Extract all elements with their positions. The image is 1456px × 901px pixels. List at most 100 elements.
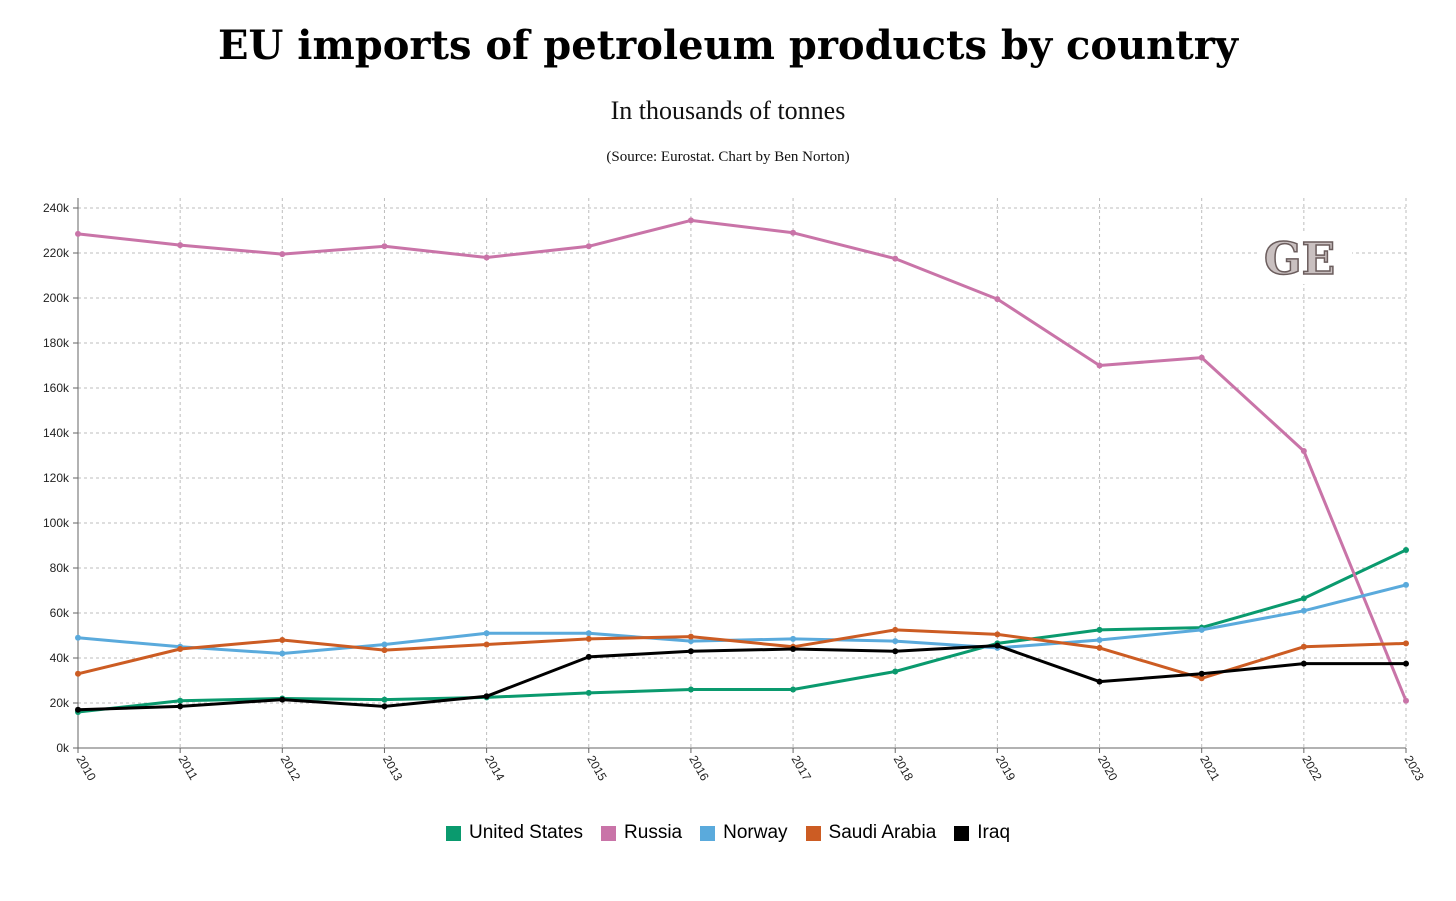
data-point-saudi-arabia bbox=[279, 637, 286, 643]
x-tick-label: 2013 bbox=[380, 753, 406, 783]
data-point-united-states bbox=[1403, 547, 1409, 553]
y-tick-label: 40k bbox=[50, 651, 70, 665]
data-point-norway bbox=[483, 630, 490, 637]
logo-letters: GE bbox=[1264, 234, 1335, 285]
series-line-russia bbox=[77, 218, 1408, 702]
x-tick-label: 2014 bbox=[482, 753, 508, 783]
data-point-russia bbox=[1403, 697, 1409, 704]
series-norway bbox=[75, 581, 1409, 657]
data-point-russia bbox=[483, 254, 490, 261]
y-axis-tick-labels: 0k 20k 40k 60k 80k 100k 120k 140k 160k 180k 200k 22… bbox=[43, 201, 70, 755]
legend-swatch-saudi-arabia bbox=[805, 825, 821, 841]
data-point-saudi-arabia bbox=[1198, 675, 1205, 682]
chart-source-note: (Source: Eurostat. Chart by Ben Norton) bbox=[606, 149, 850, 165]
data-point-norway bbox=[892, 638, 899, 645]
x-tick-label: 2023 bbox=[1401, 753, 1427, 783]
series-russia bbox=[75, 217, 1409, 704]
chart-legend: United States Russia Norway Saudi Arabia Ira… bbox=[0, 822, 1456, 844]
legend-label-norway: Norway bbox=[723, 822, 788, 843]
data-point-united-states bbox=[381, 696, 388, 703]
y-tick-label: 0k bbox=[56, 741, 70, 755]
data-point-norway bbox=[381, 641, 388, 648]
legend-label-iraq: Iraq bbox=[977, 822, 1011, 843]
legend-item-russia[interactable]: Russia bbox=[601, 822, 682, 844]
data-point-norway bbox=[75, 634, 81, 641]
series-line-saudi-arabia bbox=[77, 628, 1407, 680]
data-point-iraq bbox=[483, 693, 490, 700]
series-line-iraq bbox=[77, 644, 1406, 712]
data-point-united-states bbox=[687, 686, 694, 693]
x-tick-label: 2017 bbox=[788, 753, 814, 783]
x-tick-label: 2018 bbox=[891, 753, 917, 783]
data-point-russia bbox=[1300, 448, 1307, 454]
y-tick-label: 100k bbox=[43, 516, 70, 530]
data-point-iraq bbox=[687, 648, 694, 655]
data-point-iraq bbox=[1198, 670, 1205, 677]
data-point-united-states bbox=[177, 697, 184, 704]
data-point-norway bbox=[1096, 637, 1103, 643]
data-point-iraq bbox=[790, 646, 797, 652]
data-point-saudi-arabia bbox=[483, 641, 490, 648]
y-tick-label: 140k bbox=[43, 426, 70, 440]
data-point-russia bbox=[1096, 362, 1103, 369]
data-point-iraq bbox=[75, 706, 81, 713]
data-point-united-states bbox=[1096, 626, 1103, 633]
data-point-russia bbox=[994, 296, 1001, 303]
data-point-iraq bbox=[279, 696, 286, 703]
data-point-russia bbox=[892, 255, 899, 262]
data-point-iraq bbox=[1096, 678, 1103, 685]
data-point-united-states bbox=[892, 668, 899, 675]
data-point-saudi-arabia bbox=[1300, 643, 1307, 650]
legend-label-saudi-arabia: Saudi Arabia bbox=[828, 822, 937, 843]
x-axis-tick-labels: 2010 2011 2012 2013 2014 2015 2016 2017 2018 2019… bbox=[73, 753, 1427, 783]
data-point-russia bbox=[381, 243, 388, 250]
y-tick-label: 20k bbox=[50, 696, 70, 710]
y-tick-label: 160k bbox=[43, 381, 70, 395]
data-point-iraq bbox=[892, 648, 899, 655]
y-tick-label: 200k bbox=[43, 291, 70, 305]
data-point-saudi-arabia bbox=[585, 635, 592, 642]
legend-item-saudi-arabia[interactable]: Saudi Arabia bbox=[805, 822, 937, 844]
chart-subtitle: In thousands of tonnes bbox=[610, 96, 846, 125]
series-saudi-arabia bbox=[75, 626, 1409, 682]
data-point-norway bbox=[1403, 581, 1409, 588]
data-point-norway bbox=[585, 630, 592, 637]
data-point-iraq bbox=[585, 653, 592, 660]
x-tick-label: 2010 bbox=[73, 753, 99, 783]
data-point-saudi-arabia bbox=[892, 626, 899, 633]
y-tick-label: 120k bbox=[43, 471, 70, 485]
legend-item-norway[interactable]: Norway bbox=[700, 822, 788, 844]
data-point-norway bbox=[1198, 626, 1205, 633]
series-united-states bbox=[75, 547, 1409, 715]
data-point-iraq bbox=[1300, 660, 1307, 667]
legend-item-united-states[interactable]: United States bbox=[445, 822, 583, 844]
data-point-saudi-arabia bbox=[75, 670, 81, 677]
data-point-united-states bbox=[790, 686, 797, 693]
ge-logo: GE bbox=[1260, 232, 1352, 286]
legend-label-russia: Russia bbox=[624, 822, 683, 843]
data-point-norway bbox=[1300, 607, 1307, 614]
grid-lines bbox=[78, 198, 1407, 748]
legend-item-iraq[interactable]: Iraq bbox=[954, 822, 1010, 844]
data-point-united-states bbox=[1300, 595, 1307, 602]
data-point-russia bbox=[75, 230, 81, 237]
data-point-norway bbox=[279, 650, 286, 657]
y-tick-label: 60k bbox=[50, 606, 70, 620]
data-point-iraq bbox=[177, 703, 184, 710]
data-point-iraq bbox=[381, 703, 388, 710]
data-point-norway bbox=[790, 635, 797, 642]
data-point-iraq bbox=[1403, 660, 1409, 667]
series-line-norway bbox=[77, 583, 1407, 655]
y-tick-label: 180k bbox=[43, 336, 70, 350]
data-point-iraq bbox=[994, 642, 1001, 649]
data-point-russia bbox=[177, 242, 184, 249]
x-tick-label: 2019 bbox=[993, 753, 1019, 783]
y-tick-label: 80k bbox=[50, 561, 70, 575]
data-point-saudi-arabia bbox=[381, 647, 388, 654]
data-point-saudi-arabia bbox=[177, 646, 184, 652]
legend-swatch-norway bbox=[700, 825, 716, 841]
data-point-russia bbox=[279, 251, 286, 258]
x-tick-label: 2012 bbox=[278, 753, 304, 783]
legend-swatch-united-states bbox=[445, 825, 461, 841]
